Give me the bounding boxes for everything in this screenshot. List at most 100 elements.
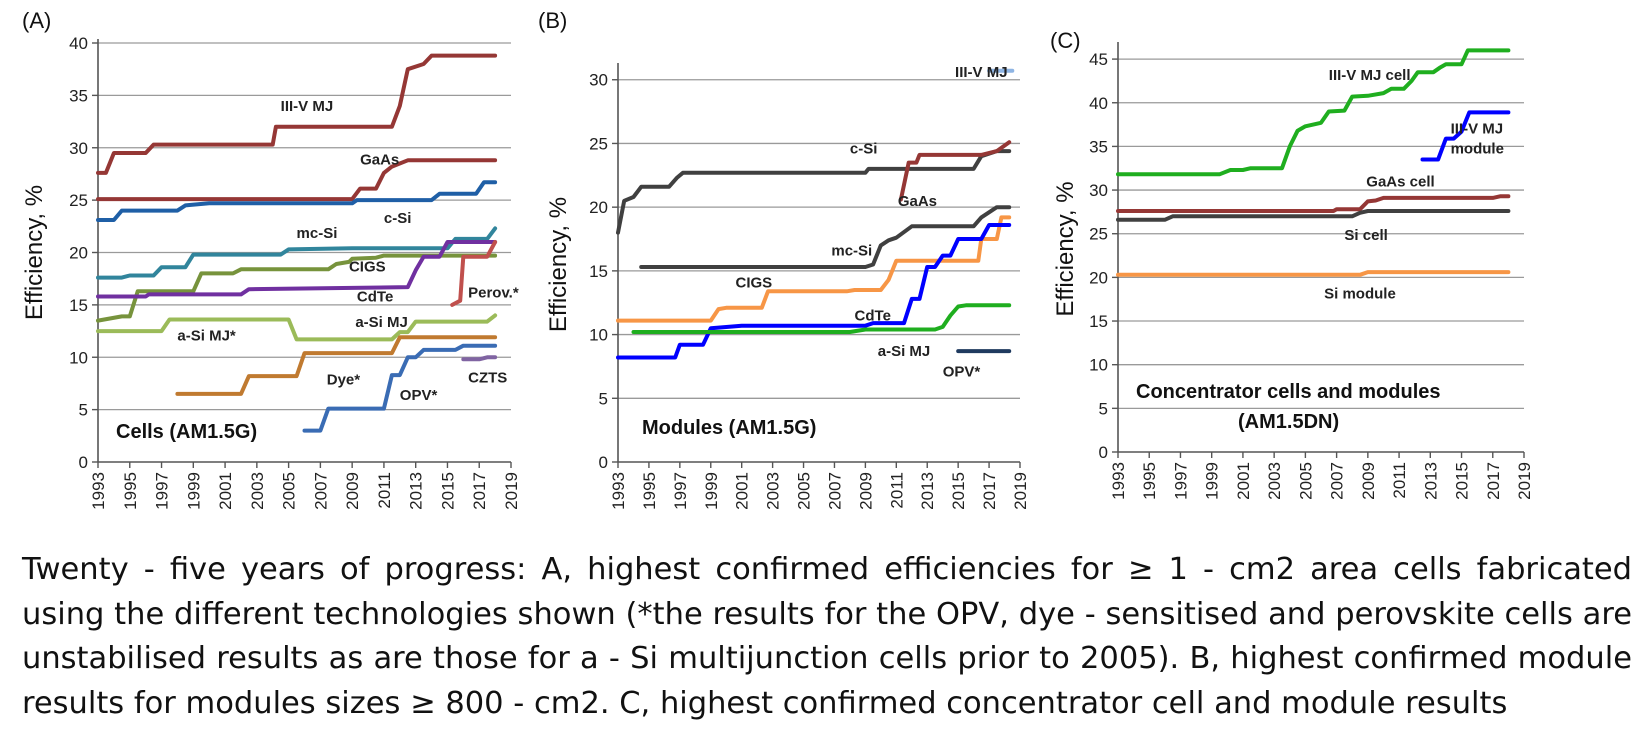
y-tick-label: 30 — [69, 139, 88, 158]
x-tick-label: 2011 — [887, 472, 906, 509]
x-tick-label: 2005 — [1296, 462, 1315, 500]
x-tick-label: 2017 — [470, 472, 489, 510]
series-label: OPV* — [943, 364, 981, 381]
y-tick-label: 35 — [69, 86, 88, 105]
series-label: Si module — [1324, 285, 1396, 302]
y-tick-label: 45 — [1089, 50, 1108, 69]
series-line — [96, 180, 498, 222]
series-line — [302, 343, 498, 433]
y-tick-label: 20 — [69, 244, 88, 263]
series-label: Perov.* — [468, 285, 519, 302]
panel-label: (A) — [22, 8, 51, 33]
y-tick-label: 25 — [589, 134, 608, 153]
x-tick-label: 2001 — [216, 472, 235, 510]
y-tick-label: 35 — [1089, 137, 1108, 156]
series-label-line: module — [1451, 140, 1504, 157]
series-label: c-Si — [850, 141, 878, 158]
series-line — [1116, 209, 1511, 222]
panel-c-chart: 0 5 10 15 20 25 30 35 40 45 1993 1995 1997 1999 2001 20… — [1050, 28, 1534, 500]
series-label: CIGS — [736, 274, 773, 291]
series-label: mc-Si — [297, 225, 338, 242]
y-tick-label: 0 — [599, 453, 608, 472]
series-label: Si cell — [1344, 227, 1387, 244]
series-label: OPV* — [400, 387, 438, 404]
panel-label: (B) — [538, 8, 567, 33]
x-tick-label: 1997 — [671, 472, 690, 510]
y-axis-title: Efficiency, % — [21, 185, 48, 320]
y-tick-label: 0 — [79, 453, 88, 472]
series-line — [461, 355, 498, 362]
x-tick-label: 2007 — [825, 472, 844, 510]
series-label: mc-Si — [831, 243, 872, 260]
x-tick-label: 2007 — [1328, 462, 1347, 500]
x-tick-label: 2017 — [980, 472, 999, 510]
series-line — [898, 140, 1012, 202]
y-tick-label: 30 — [1089, 181, 1108, 200]
series-line — [96, 253, 498, 323]
series-line — [616, 149, 1012, 235]
y-tick-label: 0 — [1099, 443, 1108, 462]
y-axis-title: Efficiency, % — [1052, 181, 1079, 316]
y-tick-label: 20 — [1089, 268, 1108, 287]
series-label: III-V MJ — [955, 64, 1008, 81]
series-label-line: III-V MJ — [1451, 120, 1504, 137]
series-line — [175, 335, 498, 396]
x-tick-label: 2019 — [502, 472, 521, 510]
y-tick-label: 15 — [1089, 312, 1108, 331]
x-tick-label: 2013 — [407, 472, 426, 510]
x-tick-label: 2011 — [375, 472, 394, 509]
x-tick-label: 2003 — [1265, 462, 1284, 500]
series-line — [616, 223, 1012, 360]
y-tick-label: 15 — [69, 296, 88, 315]
x-tick-label: 2019 — [1011, 472, 1030, 510]
series-line — [639, 205, 1012, 269]
y-tick-label: 30 — [589, 71, 608, 90]
x-tick-label: 2009 — [343, 472, 362, 510]
x-tick-label: 2019 — [1515, 462, 1534, 500]
x-tick-label: 1993 — [1109, 462, 1128, 500]
x-tick-label: 2003 — [248, 472, 267, 510]
series-line — [1116, 194, 1511, 213]
series-line — [96, 158, 498, 202]
series-label: GaAs — [898, 193, 937, 210]
x-tick-label: 1997 — [153, 472, 172, 510]
x-tick-label: 2001 — [733, 472, 752, 510]
x-tick-label: 1999 — [702, 472, 721, 510]
y-tick-label: 5 — [79, 401, 88, 420]
x-tick-label: 1993 — [89, 472, 108, 510]
x-tick-label: 2015 — [438, 472, 457, 510]
series-line — [1116, 48, 1511, 177]
x-tick-label: 2013 — [918, 472, 937, 510]
chart-annotation: Modules (AM1.5G) — [642, 417, 816, 439]
y-tick-label: 25 — [1089, 225, 1108, 244]
x-tick-label: 2015 — [1453, 462, 1472, 500]
x-tick-label: 1995 — [121, 472, 140, 510]
series-label: a-Si MJ* — [177, 327, 236, 344]
x-tick-label: 2013 — [1421, 462, 1440, 500]
y-tick-label: 20 — [589, 198, 608, 217]
series-line — [96, 240, 498, 299]
y-tick-label: 10 — [69, 348, 88, 367]
series-label: CdTe — [357, 289, 393, 306]
chart-annotation: (AM1.5DN) — [1238, 411, 1339, 433]
x-tick-label: 1999 — [1203, 462, 1222, 500]
x-tick-label: 1997 — [1171, 462, 1190, 500]
y-axis-title: Efficiency, % — [545, 197, 572, 332]
series-label: CZTS — [468, 369, 507, 386]
x-tick-label: 2005 — [795, 472, 814, 510]
series-line — [1116, 270, 1511, 277]
chart-annotation: Concentrator cells and modules — [1136, 381, 1441, 403]
series-label: III-V MJ module — [1451, 120, 1504, 157]
x-tick-label: 2011 — [1390, 462, 1409, 499]
series-label: III-V MJ — [281, 98, 334, 115]
x-tick-label: 2015 — [949, 472, 968, 510]
x-tick-label: 2009 — [856, 472, 875, 510]
x-tick-label: 2009 — [1359, 462, 1378, 500]
x-tick-label: 1995 — [640, 472, 659, 510]
chart-annotation: Cells (AM1.5G) — [116, 421, 257, 443]
x-tick-label: 1999 — [184, 472, 203, 510]
x-tick-label: 2007 — [311, 472, 330, 510]
series-label: III-V MJ cell — [1329, 67, 1411, 84]
series-label: Dye* — [327, 371, 361, 388]
